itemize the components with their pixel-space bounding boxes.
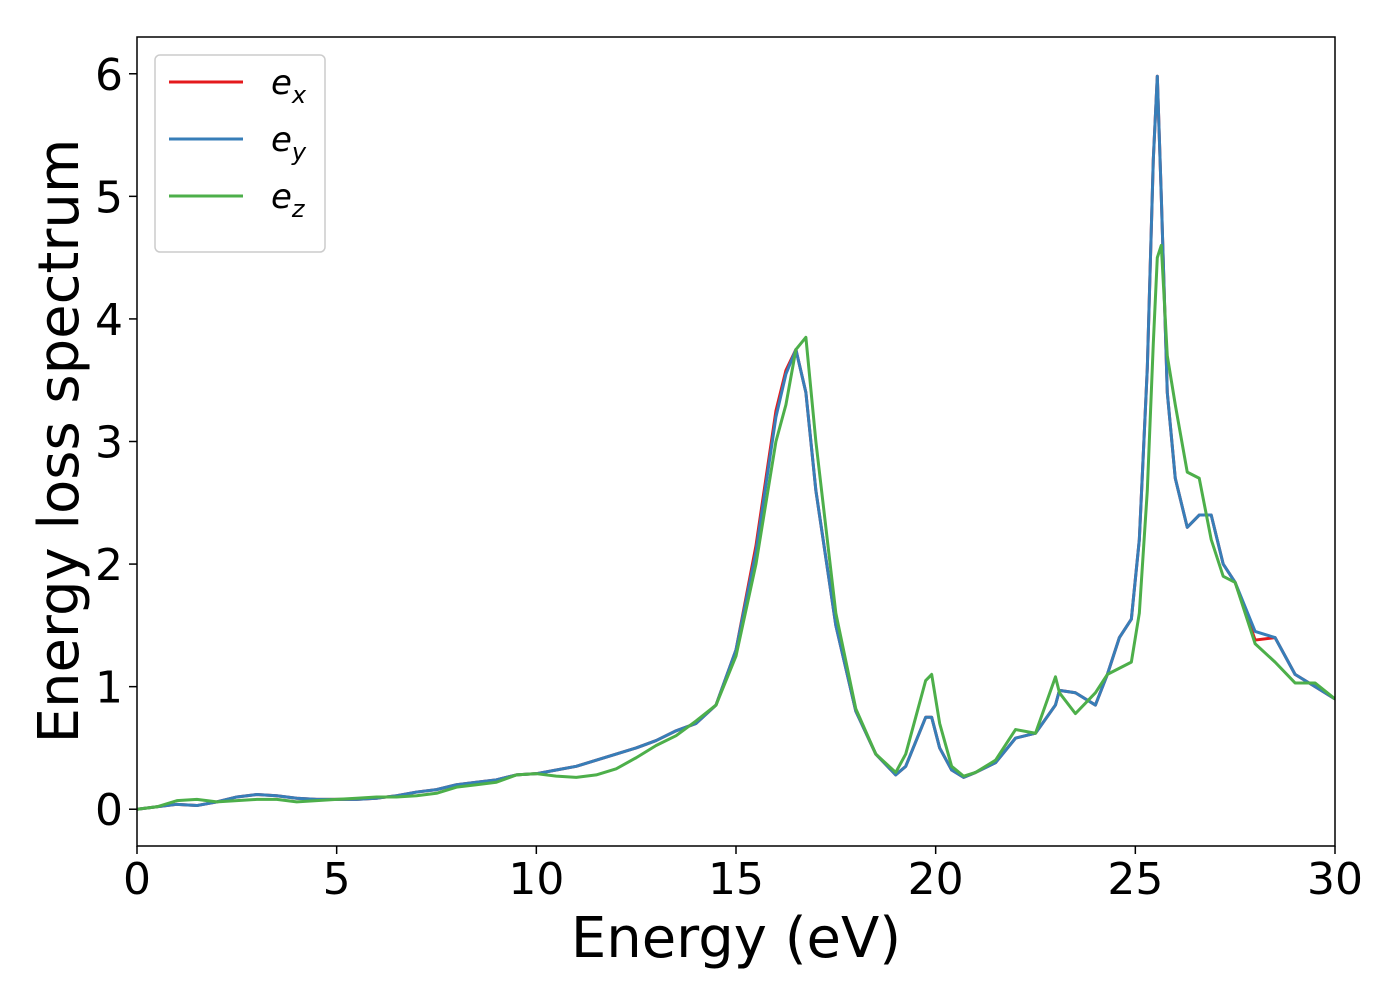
x-tick-label: 0: [123, 854, 151, 905]
legend-box: [154, 54, 326, 253]
x-tick-label: 5: [323, 854, 351, 905]
x-tick-label: 25: [1107, 854, 1163, 905]
y-tick-label: 0: [95, 785, 123, 836]
x-tick-label: 20: [908, 854, 964, 905]
legend-label: ez: [271, 177, 306, 223]
series-line: [137, 243, 1335, 811]
y-tick-label: 6: [95, 50, 123, 101]
plot-frame: [136, 36, 1336, 847]
x-tick-label: 15: [708, 854, 764, 905]
y-tick-label: 3: [95, 418, 123, 469]
y-tick-label: 1: [95, 663, 123, 714]
legend-label: ex: [271, 63, 307, 109]
y-axis-label: Energy loss spectrum: [27, 139, 92, 744]
x-tick-label: 10: [508, 854, 564, 905]
y-tick-label: 4: [95, 295, 123, 346]
x-axis-label: Energy (eV): [571, 906, 901, 971]
legend-label: ey: [271, 120, 307, 166]
x-tick-label: 30: [1307, 854, 1363, 905]
y-tick-label: 2: [95, 540, 123, 591]
y-tick-label: 5: [95, 172, 123, 223]
